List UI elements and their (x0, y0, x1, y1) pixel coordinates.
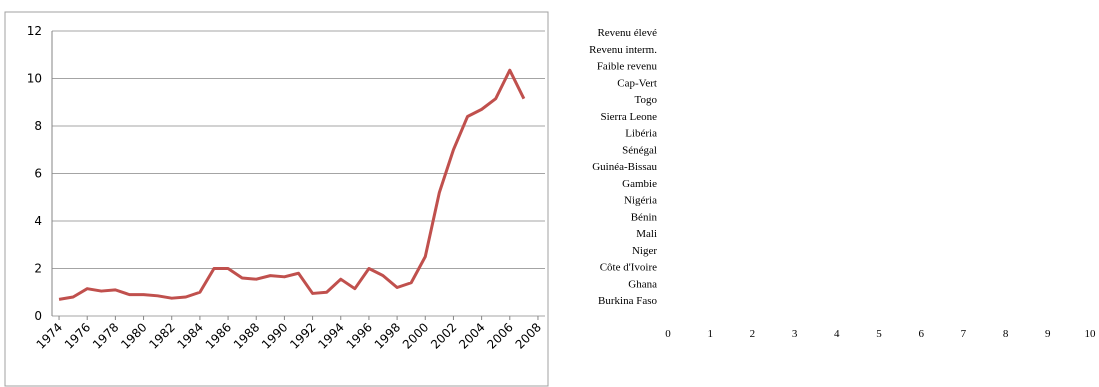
y-tick-label: 10 (27, 72, 42, 86)
x-tick-label: 1994 (315, 320, 346, 351)
category-label: Gambie (622, 178, 657, 190)
x-tick-label: 5 (876, 328, 882, 340)
x-tick-label: 1996 (344, 320, 375, 351)
category-label: Libéria (625, 128, 657, 140)
x-tick-label: 2004 (456, 320, 487, 351)
x-tick-label: 1978 (90, 320, 121, 351)
x-tick-label: 4 (834, 328, 840, 340)
category-label: Nigéria (624, 195, 657, 207)
x-tick-label: 2000 (400, 320, 431, 351)
x-tick-label: 2006 (484, 320, 515, 351)
x-tick-label: 1980 (118, 320, 149, 351)
category-label: Bénin (631, 211, 658, 223)
x-tick-label: 2002 (428, 320, 459, 351)
x-tick-label: 1992 (287, 320, 318, 351)
category-label: Côte d'Ivoire (600, 262, 657, 274)
y-tick-label: 12 (27, 24, 42, 38)
category-label: Ghana (628, 278, 657, 290)
category-label: Sénégal (622, 144, 657, 156)
category-label: Revenu élevé (597, 27, 657, 39)
x-tick-label: 1984 (175, 320, 206, 351)
x-tick-label: 1974 (34, 320, 65, 351)
x-tick-label: 3 (792, 328, 798, 340)
x-tick-label: 1 (707, 328, 713, 340)
y-tick-label: 6 (34, 167, 42, 181)
x-tick-label: 6 (918, 328, 924, 340)
bar-chart: Revenu élevé Revenu interm. Faible revenu C… (589, 27, 1096, 340)
category-label: Mali (636, 228, 657, 240)
x-tick-label: 1982 (146, 320, 177, 351)
category-label: Revenu interm. (589, 44, 657, 56)
line (58, 68, 526, 301)
category-label: Faible revenu (597, 61, 658, 73)
category-label: Sierra Leone (601, 111, 658, 123)
x-tick-label: 0 (665, 328, 671, 340)
x-tick-label: 1998 (372, 320, 403, 351)
x-tick-label: 1976 (62, 320, 93, 351)
y-tick-label: 8 (34, 119, 42, 133)
line-chart: 0 2 4 6 8 10 12 1974197619781980198219841986198… (4, 11, 549, 387)
category-label: Guinéa-Bissau (592, 161, 657, 173)
x-tick-label: 1986 (203, 320, 234, 351)
category-label: Togo (635, 94, 658, 106)
x-tick-label: 2008 (513, 320, 544, 351)
x-tick-label: 8 (1003, 328, 1009, 340)
x-tick-label: 1990 (259, 320, 290, 351)
y-tick-label: 2 (34, 262, 42, 276)
y-tick-label: 4 (34, 214, 42, 228)
chart-frame (4, 11, 549, 387)
y-tick-label: 0 (34, 309, 42, 323)
x-tick-label: 10 (1085, 328, 1097, 340)
category-label: Cap-Vert (617, 77, 657, 89)
x-tick-label: 7 (961, 328, 967, 340)
x-tick-label: 9 (1045, 328, 1051, 340)
category-label: Niger (632, 245, 657, 257)
category-label: Burkina Faso (598, 295, 657, 307)
x-tick-label: 1988 (231, 320, 262, 351)
x-tick-label: 2 (750, 328, 756, 340)
